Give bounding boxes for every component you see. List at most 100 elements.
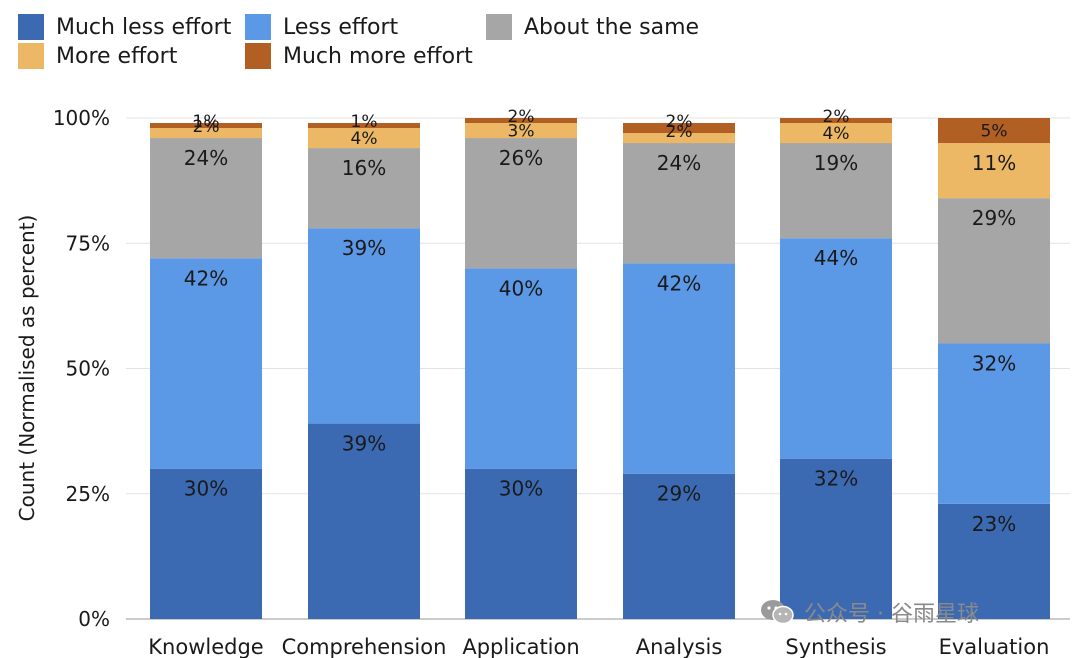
bar-segment	[150, 468, 262, 619]
legend-swatch	[18, 43, 44, 69]
bar-data-label: 4%	[351, 129, 378, 149]
y-axis-ticks: 0% 25% 50% 75% 100%	[53, 106, 110, 631]
y-tick-label: 75%	[66, 231, 110, 255]
bar-segment	[150, 138, 262, 259]
legend-item-much-less-effort: Much less effort	[18, 14, 231, 40]
bar-data-label: 39%	[342, 432, 386, 456]
legend-swatch	[245, 43, 271, 69]
bar-stack: 30% 42% 24% 2%1%	[150, 112, 262, 619]
bar-data-label: 29%	[657, 482, 701, 506]
y-tick-label: 0%	[78, 607, 110, 631]
y-tick-label: 25%	[66, 482, 110, 506]
y-axis-label: Count (Normalised as percent)	[15, 215, 39, 522]
bar-stack: 39% 39% 16% 4%1%	[308, 112, 420, 619]
bar-segment	[780, 238, 892, 459]
legend-item-less-effort: Less effort	[245, 14, 398, 40]
bar-data-label: 11%	[972, 151, 1016, 175]
x-tick-label: Comprehension	[282, 635, 447, 658]
bar-data-label: 44%	[814, 246, 858, 270]
bar-data-label: 19%	[814, 151, 858, 175]
bar-data-label: 5%	[981, 122, 1008, 142]
bar-segment	[308, 148, 420, 229]
bar-segment	[465, 468, 577, 619]
x-tick-label: Application	[462, 635, 579, 658]
bar-data-label: 30%	[184, 477, 228, 501]
legend-label: Less effort	[283, 14, 399, 40]
bar-segment	[623, 263, 735, 474]
bar-segment	[308, 123, 420, 129]
y-tick-label: 100%	[53, 106, 110, 130]
bar-segment	[780, 458, 892, 619]
bar-data-label: 32%	[814, 467, 858, 491]
wechat-icon	[761, 600, 794, 625]
legend-label: Much more effort	[283, 43, 473, 69]
legend-label: More effort	[56, 43, 178, 69]
bar-segment	[308, 128, 420, 149]
x-tick-label: Synthesis	[785, 635, 886, 658]
bar-segment	[938, 118, 1050, 144]
bar-data-label: 39%	[342, 236, 386, 260]
x-axis-labels: Knowledge Comprehension Application Analysi…	[148, 635, 1049, 658]
legend-item-more-effort: More effort	[18, 43, 177, 69]
bar-segment	[150, 128, 262, 139]
legend: Much less effort Less effort About the s…	[18, 14, 738, 74]
bar-segment	[150, 123, 262, 129]
bar-data-label: 23%	[972, 512, 1016, 536]
bar-stack: 29% 42% 24% 2%2%	[623, 112, 735, 619]
bar-data-label: 2%	[823, 107, 850, 127]
bar-stack: 23% 32% 29% 11% 5%	[938, 118, 1050, 619]
legend-swatch	[486, 14, 512, 40]
bar-segment	[623, 133, 735, 144]
bar-data-label: 2%	[193, 117, 220, 137]
bar-segment	[780, 118, 892, 124]
bar-segment	[465, 118, 577, 124]
bar-data-label: 42%	[184, 266, 228, 290]
gridlines	[126, 117, 1070, 620]
bar-segment	[623, 473, 735, 619]
bar-segment	[780, 123, 892, 144]
legend-item-much-more-effort: Much more effort	[245, 43, 473, 69]
bar-data-label: 42%	[657, 271, 701, 295]
bar-data-label: 2%	[666, 122, 693, 142]
bar-stack: 32% 44% 19% 4%2%	[780, 107, 892, 619]
bar-segment	[938, 198, 1050, 344]
bar-segment	[938, 343, 1050, 504]
bar-data-label: 26%	[499, 146, 543, 170]
x-tick-label: Analysis	[636, 635, 723, 658]
bar-segment	[623, 143, 735, 264]
x-tick-label: Evaluation	[939, 635, 1050, 658]
y-tick-label: 50%	[66, 357, 110, 381]
bar-data-label: 1%	[193, 112, 220, 132]
legend-item-about-the-same: About the same	[486, 14, 699, 40]
bar-segment	[623, 123, 735, 134]
watermark-text: 公众号 · 谷雨星球	[804, 602, 979, 627]
bar-data-label: 4%	[823, 124, 850, 144]
bar-segment	[150, 258, 262, 469]
x-tick-label: Knowledge	[148, 635, 263, 658]
bar-stack: 30% 40% 26% 3%2%	[465, 107, 577, 619]
bar-data-label: 29%	[972, 206, 1016, 230]
bar-data-label: 2%	[508, 107, 535, 127]
bar-segment	[465, 123, 577, 139]
legend-label: Much less effort	[56, 14, 232, 40]
legend-swatch	[18, 14, 44, 40]
bars: 30%42%24%2%1%39%39%16%4%1%30%40%26%3%2%2…	[150, 107, 1050, 619]
bar-segment	[938, 503, 1050, 619]
bar-segment	[780, 143, 892, 239]
bar-segment	[938, 143, 1050, 199]
bar-segment	[465, 138, 577, 269]
bar-data-label: 2%	[666, 112, 693, 132]
bar-segment	[308, 423, 420, 619]
bar-data-label: 3%	[508, 122, 535, 142]
bar-data-label: 1%	[351, 112, 378, 132]
bar-data-label: 24%	[184, 146, 228, 170]
bar-data-label: 16%	[342, 156, 386, 180]
bar-segment	[308, 228, 420, 424]
bar-segment	[465, 268, 577, 469]
bar-data-label: 40%	[499, 276, 543, 300]
bar-data-label: 32%	[972, 351, 1016, 375]
legend-swatch	[245, 14, 271, 40]
bar-data-label: 30%	[499, 477, 543, 501]
bar-data-label: 24%	[657, 151, 701, 175]
